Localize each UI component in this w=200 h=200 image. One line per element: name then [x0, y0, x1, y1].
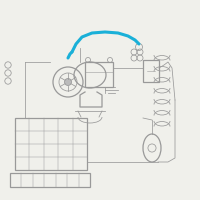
Bar — [85, 62, 113, 87]
Bar — [10, 173, 90, 187]
Bar — [143, 60, 159, 82]
Bar — [15, 118, 87, 170]
Circle shape — [64, 78, 72, 86]
